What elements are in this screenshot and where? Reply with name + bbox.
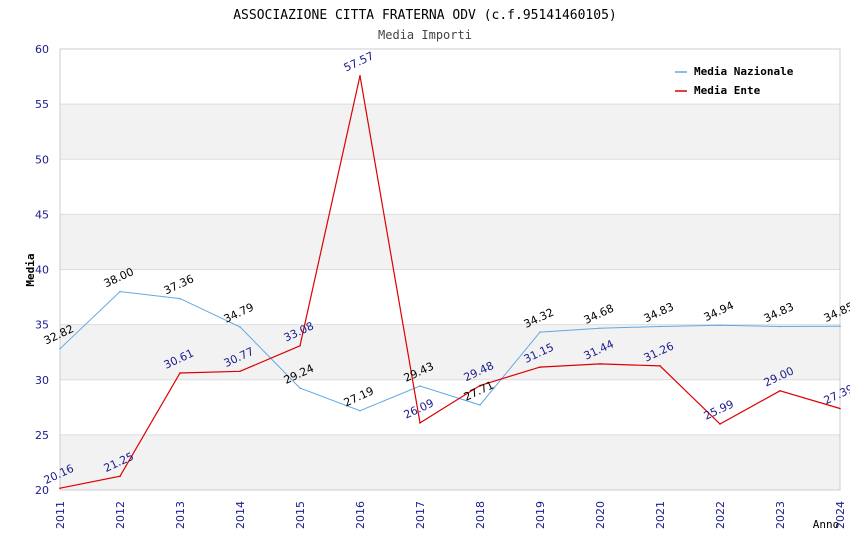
x-tick-label: 2014 bbox=[234, 501, 247, 529]
data-point-media-nazionale bbox=[239, 326, 241, 328]
data-point-media-nazionale bbox=[419, 385, 421, 387]
data-point-media-ente bbox=[479, 384, 481, 387]
legend-label-media-nazionale: Media Nazionale bbox=[694, 65, 794, 78]
data-point-media-nazionale bbox=[479, 404, 481, 406]
data-point-media-ente bbox=[119, 475, 121, 478]
series-line-media-nazionale bbox=[59, 291, 841, 412]
data-point-media-ente bbox=[839, 407, 841, 410]
x-tick-label: 2020 bbox=[594, 501, 607, 529]
y-tick-label: 50 bbox=[35, 153, 49, 166]
chart-subtitle: Media Importi bbox=[378, 28, 472, 42]
data-point-media-ente bbox=[59, 487, 61, 490]
plot-band bbox=[60, 104, 840, 160]
x-axis-label: Anno bbox=[813, 518, 840, 531]
data-point-media-ente bbox=[719, 423, 721, 425]
x-tick-label: 2023 bbox=[774, 501, 787, 529]
y-tick-label: 25 bbox=[35, 429, 49, 442]
x-tick-label: 2024 bbox=[834, 501, 847, 529]
x-tick-label: 2017 bbox=[414, 501, 427, 529]
x-tick-label: 2021 bbox=[654, 501, 667, 529]
data-point-media-nazionale bbox=[719, 324, 721, 327]
data-point-media-ente bbox=[659, 365, 661, 367]
plot-band bbox=[60, 379, 840, 435]
y-tick-label: 20 bbox=[35, 484, 49, 497]
y-tick-label: 30 bbox=[35, 374, 49, 387]
data-point-media-ente bbox=[179, 372, 181, 374]
y-tick-label: 45 bbox=[35, 208, 49, 221]
data-point-media-ente bbox=[419, 422, 421, 424]
data-point-media-nazionale bbox=[539, 331, 541, 333]
plot-band bbox=[60, 434, 840, 490]
data-point-media-ente bbox=[779, 389, 781, 392]
x-tick-label: 2019 bbox=[534, 501, 547, 529]
plot-band bbox=[60, 159, 840, 215]
legend-box bbox=[669, 60, 809, 102]
y-tick-label: 40 bbox=[35, 264, 49, 277]
data-point-media-nazionale bbox=[119, 290, 121, 293]
data-point-media-nazionale bbox=[359, 409, 361, 412]
x-tick-label: 2011 bbox=[54, 501, 67, 529]
x-tick-label: 2018 bbox=[474, 501, 487, 529]
series-line-media-ente bbox=[59, 75, 841, 489]
x-tick-label: 2022 bbox=[714, 501, 727, 529]
x-axis: 2011 2012 2013 2014 2015 2016 2017 2018 2019 2020… bbox=[54, 501, 847, 529]
plot-band bbox=[60, 324, 840, 380]
plot-band bbox=[60, 214, 840, 270]
data-point-media-ente bbox=[539, 366, 541, 368]
chart-title: ASSOCIAZIONE CITTA FRATERNA ODV (c.f.951… bbox=[233, 8, 617, 23]
data-point-media-nazionale bbox=[839, 325, 841, 328]
x-tick-label: 2016 bbox=[354, 501, 367, 529]
data-point-media-ente bbox=[299, 344, 301, 347]
data-point-media-nazionale bbox=[659, 325, 661, 328]
y-axis: 20 25 30 35 40 45 50 55 60 bbox=[35, 43, 49, 497]
x-tick-label: 2015 bbox=[294, 501, 307, 529]
legend: Media Nazionale Media Ente bbox=[669, 60, 809, 102]
data-point-media-ente bbox=[359, 74, 361, 77]
y-tick-label: 60 bbox=[35, 43, 49, 56]
data-point-media-nazionale bbox=[599, 327, 601, 329]
series-layer bbox=[59, 74, 841, 490]
plot-background bbox=[60, 49, 840, 490]
y-tick-label: 35 bbox=[35, 319, 49, 332]
x-tick-label: 2012 bbox=[114, 501, 127, 529]
legend-label-media-ente: Media Ente bbox=[694, 84, 761, 97]
x-tick-label: 2013 bbox=[174, 501, 187, 529]
plot-frame bbox=[59, 48, 841, 491]
y-axis-label: Media bbox=[24, 253, 37, 286]
plot-band bbox=[60, 269, 840, 325]
data-point-media-nazionale bbox=[179, 297, 181, 300]
data-point-media-ente bbox=[599, 363, 601, 365]
data-point-media-ente bbox=[239, 370, 241, 373]
y-tick-label: 55 bbox=[35, 98, 49, 111]
data-point-media-nazionale bbox=[59, 347, 61, 350]
data-point-media-nazionale bbox=[779, 325, 781, 328]
data-point-media-nazionale bbox=[299, 387, 301, 389]
